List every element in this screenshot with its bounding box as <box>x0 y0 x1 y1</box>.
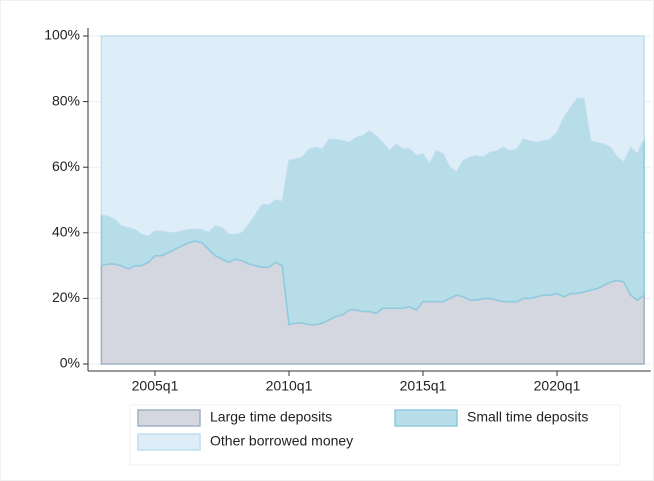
legend-label: Small time deposits <box>467 409 588 425</box>
y-tick-label: 20% <box>52 289 80 305</box>
x-tick-label: 2015q1 <box>400 378 447 394</box>
x-tick-label: 2020q1 <box>534 378 581 394</box>
legend-swatch <box>394 409 458 427</box>
x-tick-label: 2010q1 <box>266 378 313 394</box>
legend-swatch <box>137 433 201 451</box>
y-tick-label: 60% <box>52 158 80 174</box>
y-tick-label: 40% <box>52 224 80 240</box>
legend-label: Other borrowed money <box>210 433 353 449</box>
x-tick-label: 2005q1 <box>132 378 179 394</box>
legend-label: Large time deposits <box>210 409 332 425</box>
legend-box <box>129 404 621 466</box>
y-tick-label: 100% <box>44 27 80 43</box>
y-tick-label: 80% <box>52 92 80 108</box>
area <box>100 35 645 237</box>
legend-swatch <box>137 409 201 427</box>
y-tick-label: 0% <box>60 355 80 371</box>
